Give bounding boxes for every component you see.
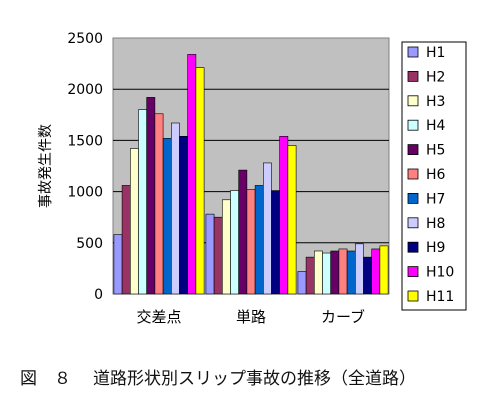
bar-h8-2	[354, 243, 364, 295]
y-tick-label: 0	[94, 287, 103, 303]
bar-h4-0	[138, 109, 147, 295]
bar-h3-2	[313, 250, 323, 295]
legend-label-h3: H3	[426, 94, 445, 110]
legend-label-h11: H11	[426, 289, 454, 305]
legend-swatch-h4	[407, 119, 419, 131]
legend-label-h9: H9	[426, 240, 445, 256]
legend-label-h4: H4	[426, 118, 446, 134]
x-tick-label: 単路	[236, 308, 266, 326]
bar-h8-1	[262, 162, 272, 295]
figure-caption-text: 道路形状別スリップ事故の推移（全道路）	[93, 369, 416, 389]
x-tick-label: カーブ	[321, 308, 365, 326]
y-tick-label: 1000	[67, 185, 103, 201]
bar-h2-2	[305, 256, 315, 295]
bar-h8-0	[171, 122, 180, 295]
legend-label-h6: H6	[426, 167, 446, 183]
legend-label-h7: H7	[426, 191, 445, 207]
legend-swatch-h10	[407, 266, 419, 278]
x-tick-labels: 交差点 単路 カーブ	[136, 308, 365, 326]
bar-h6-2	[338, 248, 348, 295]
legend-swatch-h2	[407, 71, 419, 82]
y-tick-label: 2500	[67, 31, 103, 47]
legend-swatch-h3	[407, 95, 419, 107]
bar-h11-0	[195, 67, 205, 295]
legend-swatch-h1	[407, 46, 419, 58]
bar-h4-1	[230, 190, 239, 295]
bar-h7-1	[254, 185, 264, 295]
figure-caption: 図 ８ 道路形状別スリップ事故の推移（全道路）	[0, 364, 500, 394]
legend-label-h1: H1	[426, 45, 445, 61]
y-tick-label: 1500	[67, 133, 103, 149]
figure-label: 図 ８	[20, 369, 71, 389]
bars	[113, 54, 389, 295]
bar-h1-0	[113, 234, 123, 295]
legend-label-h5: H5	[426, 143, 445, 159]
bar-h4-2	[322, 252, 331, 295]
legend-swatch-h7	[407, 192, 419, 204]
x-tick-label: 交差点	[136, 308, 181, 326]
bar-h3-0	[130, 148, 139, 295]
bar-h7-2	[346, 250, 356, 295]
bar-h1-1	[205, 213, 215, 295]
bar-h9-2	[363, 256, 372, 295]
bar-h10-0	[187, 54, 197, 295]
y-tick-label: 2000	[67, 82, 103, 98]
bar-h5-1	[238, 169, 248, 295]
legend-swatch-h5	[407, 144, 419, 156]
legend-label-h8: H8	[426, 216, 445, 232]
legend-swatch-h6	[407, 168, 419, 180]
bar-h5-2	[330, 250, 340, 295]
legend-swatch-h9	[407, 241, 419, 253]
bar-h11-2	[379, 245, 389, 295]
bar-h2-1	[213, 216, 223, 295]
y-tick-label: 500	[76, 236, 103, 252]
legend-label-h10: H10	[426, 265, 454, 281]
legend-swatch-h8	[407, 217, 419, 229]
bar-h5-0	[146, 97, 156, 295]
legend-label-h2: H2	[426, 69, 445, 85]
bar-h1-2	[297, 271, 307, 295]
bar-h2-0	[121, 185, 131, 295]
bar-h9-1	[271, 190, 280, 295]
bar-h10-1	[279, 136, 289, 295]
bar-h9-0	[179, 136, 188, 295]
bar-h11-1	[287, 145, 297, 295]
bar-h7-0	[162, 138, 172, 295]
y-tick-labels: 0 500 1000 1500 2000 2500	[67, 31, 103, 303]
legend: H1 H2 H3 H4 H5 H6 H7 H8 H9 H10 H11	[407, 45, 454, 305]
bar-h3-1	[222, 199, 231, 295]
y-axis-label: 事故発生件数	[38, 124, 54, 208]
legend-swatch-h11	[407, 290, 419, 302]
bar-h6-1	[246, 189, 256, 295]
bar-h10-2	[371, 248, 381, 295]
bar-h6-0	[154, 113, 164, 295]
